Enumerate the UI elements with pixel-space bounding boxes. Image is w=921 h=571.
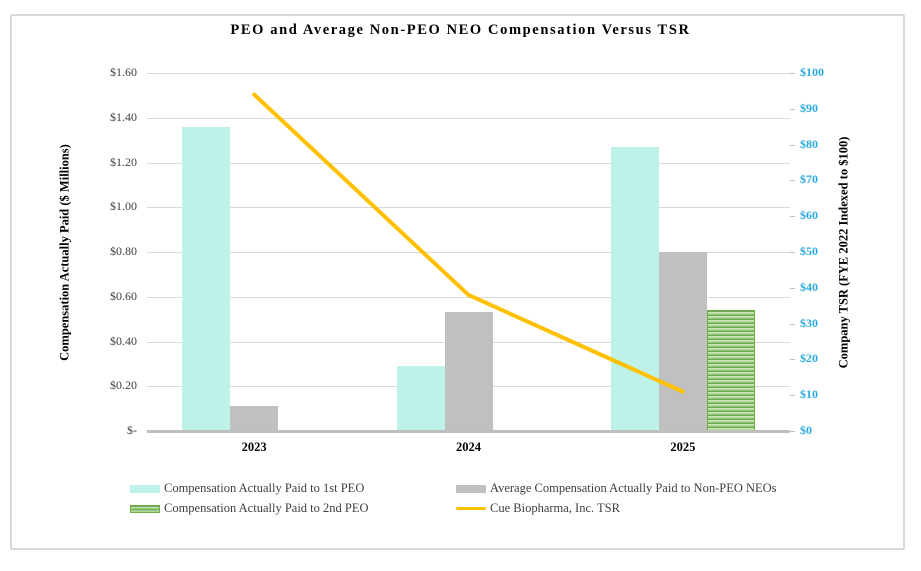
legend-item: Compensation Actually Paid to 1st PEO [130,481,364,496]
legend-swatch-line-yellow [456,506,486,511]
left-axis-tick-label: $- [127,423,137,437]
right-axis-tick [790,431,795,432]
right-axis-tick [790,108,795,110]
right-axis-tick-label: $20 [800,351,818,366]
left-axis-tick-label: $0.80 [110,244,137,258]
right-axis-tick-label: $10 [800,387,818,402]
right-axis-tick [790,252,795,253]
chart-title: PEO and Average Non-PEO NEO Compensation… [230,22,691,38]
legend-item: Compensation Actually Paid to 2nd PEO [130,501,369,516]
left-axis-tick-label: $0.60 [110,288,137,303]
right-axis-tick [790,287,795,289]
gridline [147,207,790,209]
left-axis-tick-label: $1.00 [110,199,137,214]
left-axis-tick-label: $1.20 [110,154,137,169]
right-axis-tick [790,216,795,218]
x-axis-category-label: 2023 [241,440,267,454]
right-axis-tick [790,395,795,397]
x-axis-category-label: 2024 [456,440,481,454]
left-axis-tick-label: $0.40 [110,333,137,348]
legend-item: Average Compensation Actually Paid to No… [456,481,777,496]
legend-item: Cue Biopharma, Inc. TSR [456,501,620,516]
legend-label: Average Compensation Actually Paid to No… [490,481,777,495]
right-axis-tick [790,144,795,146]
bar-green-striped-2025 [706,310,755,431]
left-axis-tick-label: $1.40 [110,109,137,124]
legend-swatch-bar-green-striped [130,504,160,513]
legend-label: Compensation Actually Paid to 2nd PEO [164,501,369,515]
bar-gray-2025 [658,252,707,431]
right-axis-tick [790,73,795,74]
tsr-line-chart [252,92,685,394]
legend-label: Cue Biopharma, Inc. TSR [490,501,620,515]
bar-cyan-2024 [396,366,445,431]
right-axis-tick-label: $30 [800,315,818,330]
gridline [147,162,790,164]
left-axis-title: Compensation Actually Paid ($ Millions) [57,144,72,361]
right-axis-tick-label: $40 [800,279,818,294]
right-axis-tick-label: $70 [800,172,818,187]
right-axis-tick-label: $50 [800,244,818,258]
right-axis-tick [790,359,795,361]
right-axis-tick [790,323,795,325]
right-axis-tick-label: $100 [800,65,824,79]
left-axis-tick-label: $1.60 [110,65,137,79]
x-axis-line [147,429,790,433]
gridline [147,73,790,74]
right-axis-tick-label: $80 [800,136,818,151]
bar-cyan-2025 [610,146,659,431]
left-axis-tick-label: $0.20 [110,378,137,393]
legend-swatch-bar-gray [456,484,486,493]
x-axis-category-label: 2025 [670,440,696,454]
plot-area [147,73,795,432]
right-axis-tick-label: $90 [800,100,818,115]
legend-swatch-bar-cyan [130,484,160,493]
bar-cyan-2023 [182,126,231,431]
bar-gray-2023 [230,406,279,431]
right-axis-tick-label: $60 [800,208,818,223]
right-axis-tick-label: $0 [800,423,812,437]
tsr-line [252,92,685,394]
gridline [147,117,790,119]
bar-gray-2024 [444,312,493,431]
gridline [147,296,790,298]
right-axis-tick [790,180,795,182]
gridline [147,252,790,253]
legend-label: Compensation Actually Paid to 1st PEO [164,481,365,495]
